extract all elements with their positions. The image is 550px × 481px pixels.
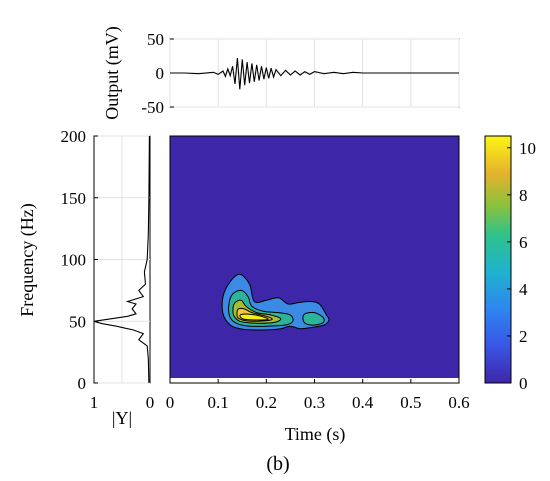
spectrum-xtick-label: 1: [90, 393, 99, 412]
time-signal-ylabel: Output (mV): [102, 26, 123, 120]
colorbar-tick-label: 0: [519, 374, 528, 393]
time-xtick-label: 0.2: [256, 393, 277, 412]
time-xtick-label: 0.1: [208, 393, 229, 412]
colorbar-tick-label: 6: [519, 233, 528, 252]
time-xtick-label: 0.5: [400, 393, 421, 412]
frequency-axis-label: Frequency (Hz): [17, 203, 38, 316]
colorbar: 10 8 6 4 2 0: [484, 135, 536, 393]
colorbar-tick-label: 2: [519, 327, 528, 346]
colorbar-gradient: [484, 135, 512, 384]
frequency-ytick-label: 0: [78, 374, 87, 393]
frequency-ytick-label: 200: [61, 127, 87, 146]
colorbar-tick-label: 4: [519, 280, 528, 299]
time-signal-ytick-label: 50: [147, 30, 164, 49]
time-frequency-background: [170, 136, 459, 383]
frequency-ytick-label: 50: [69, 312, 86, 331]
time-signal-panel: 50 0 -50 Output (mV): [102, 26, 460, 120]
panel-label: (b): [266, 453, 289, 475]
spectrum-line: [93, 135, 150, 384]
time-frequency-panel: 0 0.1 0.2 0.3 0.4 0.5 0.6 Time (s): [166, 135, 470, 445]
spectrum-xlabel: |Y|: [112, 408, 132, 428]
time-xtick-label: 0.4: [352, 393, 374, 412]
time-xtick-label: 0: [166, 393, 175, 412]
time-signal-ytick-label: 0: [156, 64, 165, 83]
contour-level-region: [239, 313, 269, 321]
colorbar-tick-label: 8: [519, 186, 528, 205]
time-xtick-label: 0.6: [448, 393, 469, 412]
time-axis-label: Time (s): [285, 424, 346, 445]
time-signal-ytick-label: -50: [141, 98, 164, 117]
spectrum-xtick-label: 0: [146, 393, 155, 412]
frequency-ytick-label: 100: [61, 251, 87, 270]
colorbar-tick-label: 10: [519, 139, 536, 158]
time-xtick-label: 0.3: [304, 393, 325, 412]
contour-level-region: [302, 311, 325, 326]
frequency-ytick-label: 150: [61, 189, 87, 208]
time-signal-line: [170, 57, 459, 90]
